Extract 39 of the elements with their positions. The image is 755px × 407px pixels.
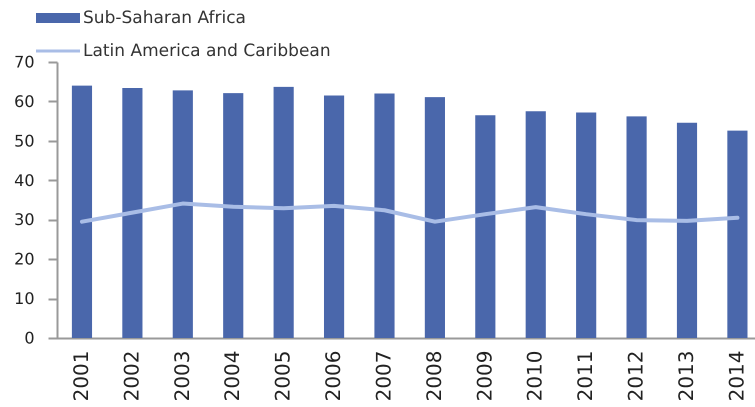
x-tick-label: 2004	[220, 350, 244, 402]
bar	[172, 90, 193, 338]
bar	[374, 94, 395, 338]
x-tick-label: 2006	[321, 350, 346, 402]
x-tick-label: 2011	[573, 350, 598, 402]
x-tick-label: 2002	[119, 350, 144, 402]
x-tick-label: 2001	[68, 350, 93, 402]
y-tick-label: 0	[24, 328, 34, 348]
x-tick-label: 2014	[724, 350, 748, 402]
legend-label: Sub-Saharan Africa	[83, 8, 246, 28]
x-tick-label: 2010	[522, 350, 547, 402]
x-tick-label: 2013	[674, 350, 698, 402]
y-tick-label: 20	[14, 250, 34, 269]
x-tick-label: 2003	[170, 350, 194, 402]
bar	[676, 122, 698, 338]
x-tick-label: 2008	[422, 350, 446, 402]
x-tick-label: 2012	[624, 350, 648, 402]
y-tick-label: 40	[14, 170, 34, 190]
bar	[274, 86, 294, 338]
y-tick-label: 60	[14, 92, 34, 111]
y-tick-label: 70	[14, 52, 34, 72]
y-tick-label: 10	[14, 289, 34, 308]
y-tick-label: 50	[14, 131, 34, 150]
bar	[475, 115, 496, 338]
bar	[526, 111, 546, 338]
bar	[626, 116, 647, 338]
x-tick-label: 2009	[472, 350, 496, 402]
bar	[324, 96, 344, 338]
bar	[122, 88, 142, 338]
line-series	[80, 202, 740, 224]
x-tick-label: 2007	[371, 350, 396, 402]
legend-label: Latin America and Caribbean	[83, 41, 331, 61]
y-tick-label: 30	[14, 210, 34, 230]
x-tick-label: 2005	[270, 350, 295, 402]
bar	[223, 93, 244, 338]
bar	[576, 112, 596, 338]
bar	[424, 97, 445, 338]
bar	[727, 130, 748, 338]
bar	[72, 86, 92, 338]
